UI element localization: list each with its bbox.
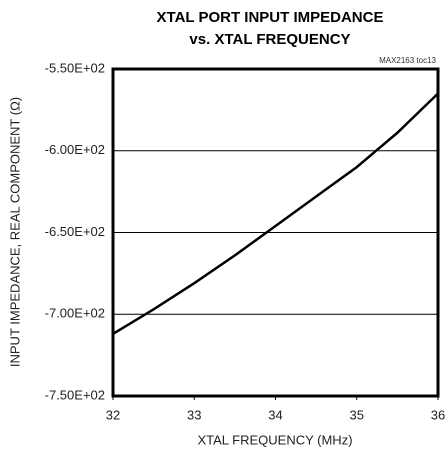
y-tick-label: -7.50E+02 xyxy=(45,387,105,402)
y-tick-label: -7.00E+02 xyxy=(45,306,105,321)
chart-title: XTAL PORT INPUT IMPEDANCE xyxy=(157,9,384,26)
data-line xyxy=(112,92,439,335)
plot-frame xyxy=(111,67,440,398)
x-axis-label: XTAL FREQUENCY (MHz) xyxy=(197,432,352,447)
y-tick-label: -6.00E+02 xyxy=(45,142,105,157)
x-tick-label: 35 xyxy=(350,407,364,422)
x-tick-label: 36 xyxy=(431,407,445,422)
x-tick-label: 32 xyxy=(106,407,120,422)
annotation: MAX2163 toc13 xyxy=(379,56,436,65)
x-tick-label: 33 xyxy=(187,407,201,422)
x-tick-label: 34 xyxy=(268,407,282,422)
y-tick-label: -6.50E+02 xyxy=(45,224,105,239)
y-axis-label: INPUT IMPEDANCE, REAL COMPONENT (Ω) xyxy=(7,97,22,367)
y-tick-label: -5.50E+02 xyxy=(45,60,105,75)
chart-title: vs. XTAL FREQUENCY xyxy=(189,31,350,48)
